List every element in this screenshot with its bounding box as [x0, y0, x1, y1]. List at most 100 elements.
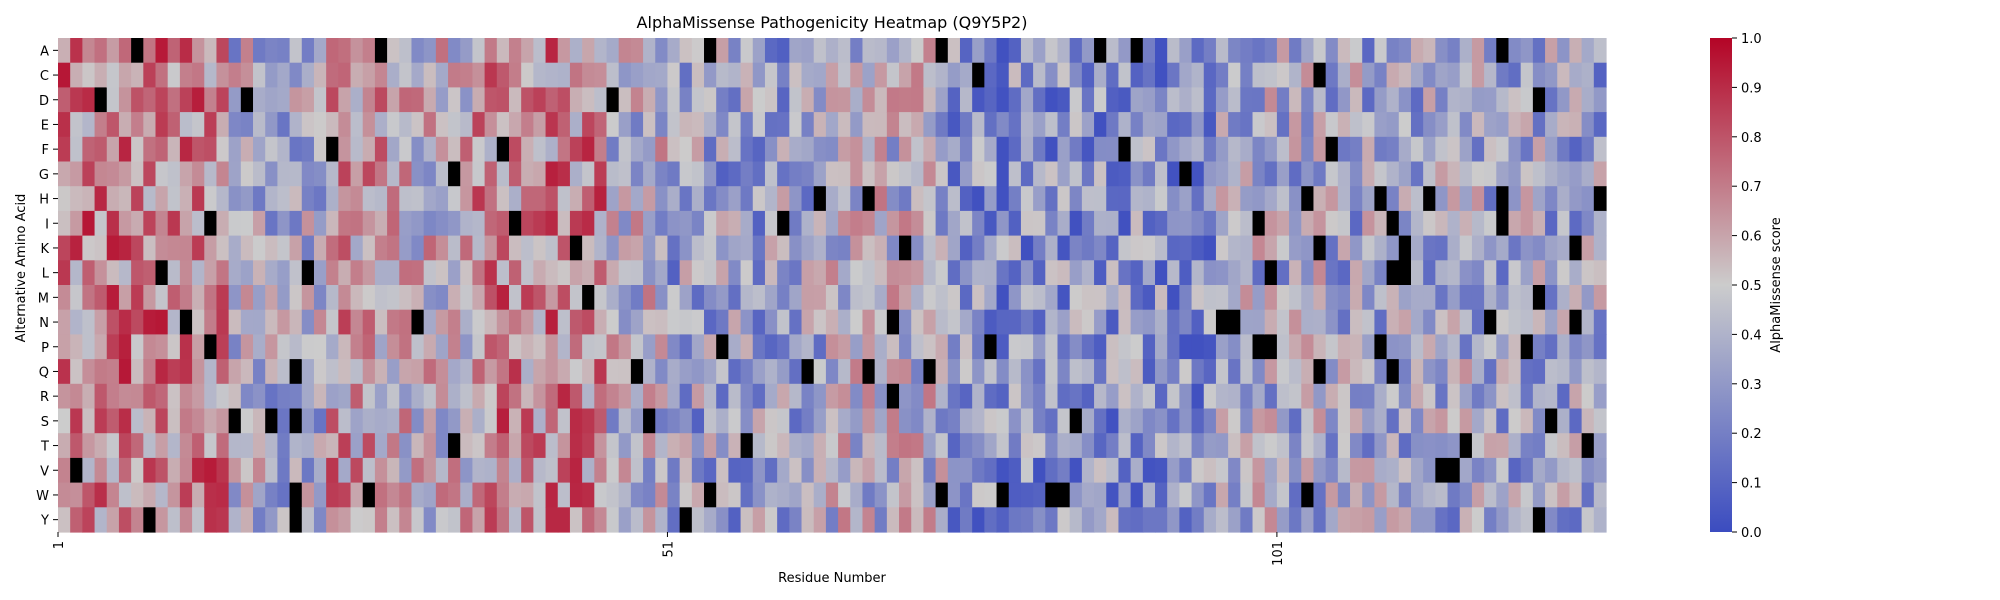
heatmap-cell [850, 161, 864, 187]
heatmap-cell [899, 457, 912, 484]
heatmap-cell [789, 408, 803, 434]
heatmap-cell [1593, 112, 1607, 138]
heatmap-cell [911, 87, 925, 113]
heatmap-cell [1020, 433, 1034, 459]
heatmap-cell [1106, 260, 1120, 286]
heatmap-cell [167, 482, 181, 508]
heatmap-cell [1264, 210, 1278, 237]
heatmap-cell [1496, 309, 1510, 335]
heatmap-cell [1094, 408, 1107, 434]
heatmap-cell [679, 112, 693, 138]
heatmap-cell [1215, 359, 1229, 385]
heatmap-cell [655, 383, 669, 410]
heatmap-cell [972, 87, 985, 113]
heatmap-cell [508, 457, 522, 484]
heatmap-cell [1337, 408, 1351, 434]
heatmap-cell [1203, 285, 1217, 311]
heatmap-cell [1569, 38, 1583, 64]
heatmap-cell [850, 285, 864, 311]
heatmap-cell [777, 507, 790, 533]
heatmap-cell [1252, 482, 1266, 508]
heatmap-cell [643, 87, 656, 113]
heatmap-cell [338, 186, 352, 212]
heatmap-cell [1228, 186, 1241, 212]
heatmap-cell [1020, 309, 1034, 335]
heatmap-cell [1325, 334, 1339, 360]
heatmap-cell [1337, 285, 1351, 311]
heatmap-cell [923, 186, 937, 212]
heatmap-cell [1569, 482, 1583, 508]
heatmap-cell [1398, 186, 1412, 212]
heatmap-cell [1545, 38, 1558, 64]
heatmap-cell [1130, 482, 1144, 508]
heatmap-cell [825, 309, 839, 335]
heatmap-cell [1240, 161, 1254, 187]
heatmap-cell [740, 457, 754, 484]
heatmap-cell [996, 136, 1010, 163]
heatmap-cell [1459, 285, 1473, 311]
heatmap-cell [94, 112, 108, 138]
heatmap-cell [70, 260, 83, 286]
heatmap-cell [301, 334, 315, 360]
heatmap-cell [569, 383, 583, 410]
heatmap-cell [240, 433, 254, 459]
heatmap-cell [1081, 235, 1095, 261]
heatmap-cell [1386, 235, 1400, 261]
heatmap-cell [118, 285, 132, 311]
heatmap-cell [1240, 457, 1254, 484]
heatmap-cell [326, 186, 339, 212]
heatmap-cell [1520, 260, 1534, 286]
heatmap-cell [1203, 210, 1217, 237]
heatmap-cell [1033, 186, 1046, 212]
heatmap-cell [1033, 334, 1046, 360]
heatmap-cell [1471, 383, 1485, 410]
heatmap-cell [1179, 235, 1193, 261]
heatmap-cell [521, 87, 534, 113]
heatmap-cell [1398, 62, 1412, 88]
heatmap-cell [825, 359, 839, 385]
heatmap-cell [106, 161, 120, 187]
heatmap-cell [143, 186, 157, 212]
heatmap-cell [326, 482, 339, 508]
heatmap-cell [1459, 408, 1473, 434]
heatmap-cell [1191, 482, 1205, 508]
heatmap-cell [1240, 38, 1254, 64]
heatmap-cell [82, 457, 96, 484]
heatmap-cell [594, 507, 608, 533]
heatmap-cell [825, 334, 839, 360]
heatmap-cell [752, 260, 766, 286]
heatmap-cell [959, 235, 973, 261]
heatmap-cell [618, 285, 632, 311]
heatmap-cell [1581, 260, 1595, 286]
heatmap-cell [1508, 235, 1522, 261]
heatmap-cell [862, 507, 876, 533]
heatmap-cell [582, 334, 595, 360]
heatmap-cell [1508, 334, 1522, 360]
heatmap-cell [1130, 87, 1144, 113]
heatmap-cell [1106, 433, 1120, 459]
heatmap-cell [679, 457, 693, 484]
heatmap-cell [728, 112, 742, 138]
heatmap-cell [1106, 87, 1120, 113]
heatmap-cell [179, 87, 193, 113]
heatmap-cell [959, 62, 973, 88]
heatmap-cell [326, 87, 339, 113]
heatmap-cell [70, 359, 83, 385]
heatmap-cell [1459, 210, 1473, 237]
heatmap-cell [716, 210, 729, 237]
heatmap-cell [118, 62, 132, 88]
heatmap-cell [82, 383, 96, 410]
heatmap-cell [1471, 408, 1485, 434]
heatmap-cell [411, 210, 425, 237]
heatmap-cell [874, 161, 888, 187]
heatmap-cell [1313, 408, 1327, 434]
heatmap-cell [1289, 309, 1302, 335]
heatmap-cell [1532, 260, 1546, 286]
heatmap-cell [253, 433, 266, 459]
heatmap-cell [1508, 507, 1522, 533]
heatmap-cell [1020, 334, 1034, 360]
heatmap-cell [1069, 285, 1083, 311]
heatmap-cell [1118, 482, 1132, 508]
heatmap-cell [1069, 38, 1083, 64]
heatmap-cell [167, 235, 181, 261]
